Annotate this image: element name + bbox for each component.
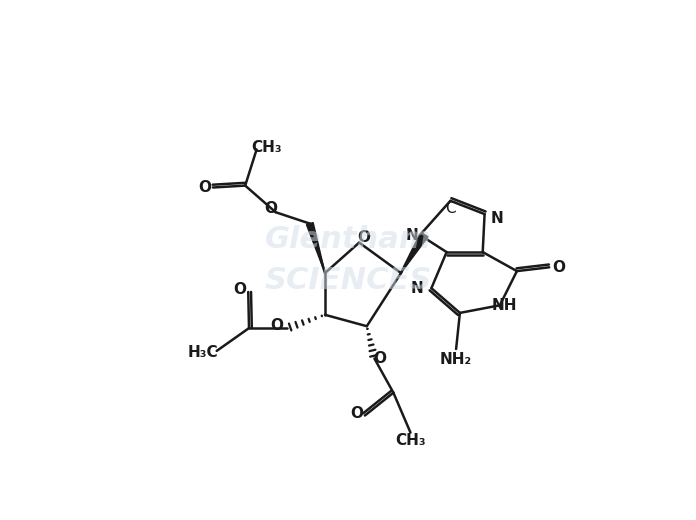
Text: O: O [198,180,212,195]
Text: O: O [350,406,363,421]
Polygon shape [401,233,428,273]
Polygon shape [306,223,325,273]
Text: CH₃: CH₃ [251,140,282,155]
Text: O: O [264,201,277,216]
Text: N: N [490,211,503,226]
Text: H₃C: H₃C [187,345,218,360]
Text: O: O [358,230,371,245]
Text: O: O [234,282,247,297]
Text: N: N [411,281,424,296]
Text: O: O [271,318,283,333]
Text: N: N [406,228,418,242]
Text: NH: NH [492,298,518,313]
Text: C: C [445,201,456,216]
Text: O: O [373,351,386,366]
Text: Glentham
SCIENCES: Glentham SCIENCES [264,225,432,295]
Text: CH₃: CH₃ [395,433,426,448]
Text: NH₂: NH₂ [440,352,472,367]
Text: O: O [553,260,566,275]
